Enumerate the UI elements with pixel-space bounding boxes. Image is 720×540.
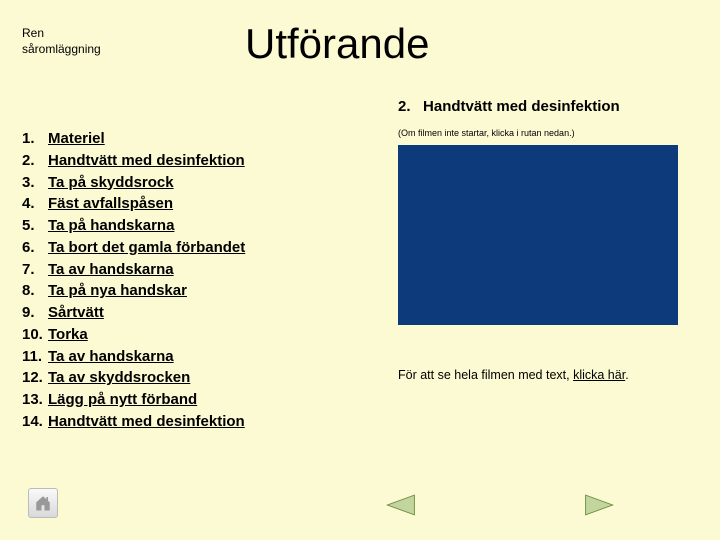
step-number: 10. <box>22 324 48 346</box>
prev-button[interactable] <box>380 488 420 522</box>
step-number: 7. <box>22 259 48 281</box>
step-number: 3. <box>22 172 48 194</box>
step-link[interactable]: Ta av skyddsrocken <box>48 367 190 389</box>
step-number: 2. <box>22 150 48 172</box>
nav-arrows <box>380 488 620 522</box>
breadcrumb-line1: Ren <box>22 26 44 40</box>
next-button[interactable] <box>580 488 620 522</box>
step-link[interactable]: Handtvätt med desinfektion <box>48 150 245 172</box>
step-number: 11. <box>22 346 48 368</box>
step-link[interactable]: Ta på handskarna <box>48 215 174 237</box>
step-row: 8.Ta på nya handskar <box>22 280 245 302</box>
section-number: 2. <box>398 98 411 115</box>
step-row: 7.Ta av handskarna <box>22 259 245 281</box>
home-icon <box>34 494 52 512</box>
caption-suffix: . <box>625 368 628 382</box>
step-number: 6. <box>22 237 48 259</box>
step-link[interactable]: Torka <box>48 324 88 346</box>
caption-prefix: För att se hela filmen med text, <box>398 368 573 382</box>
home-button[interactable] <box>28 488 58 518</box>
page-title: Utförande <box>245 20 429 68</box>
arrow-right-icon <box>582 490 618 520</box>
step-number: 5. <box>22 215 48 237</box>
step-row: 1.Materiel <box>22 128 245 150</box>
step-link[interactable]: Ta på nya handskar <box>48 280 187 302</box>
video-placeholder[interactable] <box>398 145 678 325</box>
step-link[interactable]: Ta på skyddsrock <box>48 172 174 194</box>
breadcrumb-line2: såromläggning <box>22 42 101 56</box>
section-label: Handtvätt med desinfektion <box>423 98 620 115</box>
step-link[interactable]: Ta bort det gamla förbandet <box>48 237 245 259</box>
step-row: 12.Ta av skyddsrocken <box>22 367 245 389</box>
step-row: 9.Sårtvätt <box>22 302 245 324</box>
step-row: 2.Handtvätt med desinfektion <box>22 150 245 172</box>
arrow-left-icon <box>382 490 418 520</box>
section-heading: 2. Handtvätt med desinfektion <box>398 98 620 115</box>
video-hint: (Om filmen inte startar, klicka i rutan … <box>398 128 575 138</box>
steps-list: 1.Materiel2.Handtvätt med desinfektion3.… <box>22 128 245 433</box>
step-row: 11.Ta av handskarna <box>22 346 245 368</box>
step-link[interactable]: Sårtvätt <box>48 302 104 324</box>
step-number: 14. <box>22 411 48 433</box>
step-row: 13.Lägg på nytt förband <box>22 389 245 411</box>
caption-link[interactable]: klicka här <box>573 368 625 382</box>
step-row: 14.Handtvätt med desinfektion <box>22 411 245 433</box>
step-row: 5.Ta på handskarna <box>22 215 245 237</box>
step-number: 4. <box>22 193 48 215</box>
step-link[interactable]: Lägg på nytt förband <box>48 389 197 411</box>
step-number: 13. <box>22 389 48 411</box>
step-link[interactable]: Fäst avfallspåsen <box>48 193 173 215</box>
video-caption: För att se hela filmen med text, klicka … <box>398 368 629 382</box>
step-number: 12. <box>22 367 48 389</box>
step-link[interactable]: Handtvätt med desinfektion <box>48 411 245 433</box>
step-row: 4.Fäst avfallspåsen <box>22 193 245 215</box>
breadcrumb-label: Ren såromläggning <box>22 26 101 57</box>
step-row: 6.Ta bort det gamla förbandet <box>22 237 245 259</box>
step-number: 8. <box>22 280 48 302</box>
step-row: 3.Ta på skyddsrock <box>22 172 245 194</box>
step-link[interactable]: Ta av handskarna <box>48 346 174 368</box>
step-number: 1. <box>22 128 48 150</box>
step-number: 9. <box>22 302 48 324</box>
step-row: 10.Torka <box>22 324 245 346</box>
step-link[interactable]: Materiel <box>48 128 105 150</box>
step-link[interactable]: Ta av handskarna <box>48 259 174 281</box>
